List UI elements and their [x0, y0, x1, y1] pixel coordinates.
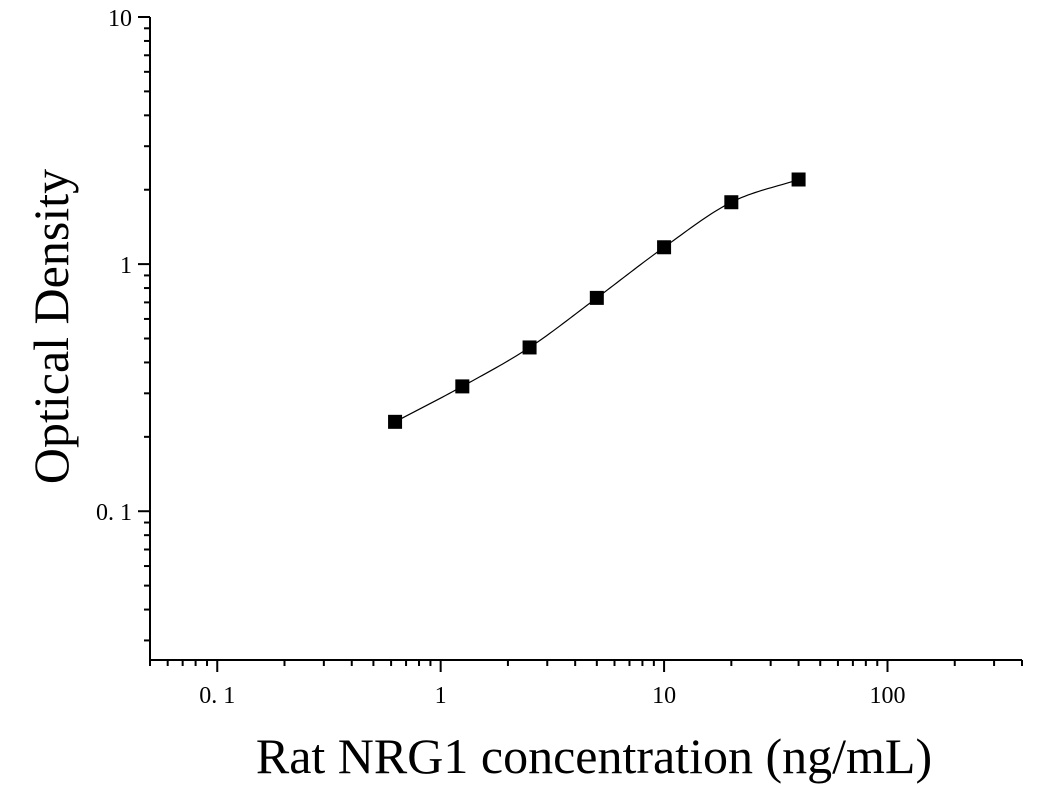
y-axis-title: Optical Density [23, 169, 79, 484]
data-point [522, 340, 537, 355]
y-tick-label: 1 [120, 253, 132, 279]
x-major-ticks [216, 660, 889, 672]
data-point [589, 290, 604, 305]
x-tick-label: 0. 1 [199, 683, 235, 709]
x-tick-labels: 0. 1 1 10 100 [199, 683, 905, 709]
y-tick-labels: 0. 1 1 10 [96, 6, 132, 526]
y-tick-label: 10 [108, 6, 132, 32]
data-point [791, 172, 806, 187]
data-points [388, 172, 806, 429]
x-tick-label: 100 [869, 683, 905, 709]
data-point [657, 240, 672, 255]
data-point [724, 195, 739, 210]
y-tick-label: 0. 1 [96, 500, 132, 526]
y-major-ticks [138, 16, 150, 513]
data-point [388, 414, 403, 429]
data-point [455, 379, 470, 394]
x-tick-label: 10 [652, 683, 676, 709]
x-tick-label: 1 [435, 683, 447, 709]
x-axis-title: Rat NRG1 concentration (ng/mL) [256, 728, 932, 784]
